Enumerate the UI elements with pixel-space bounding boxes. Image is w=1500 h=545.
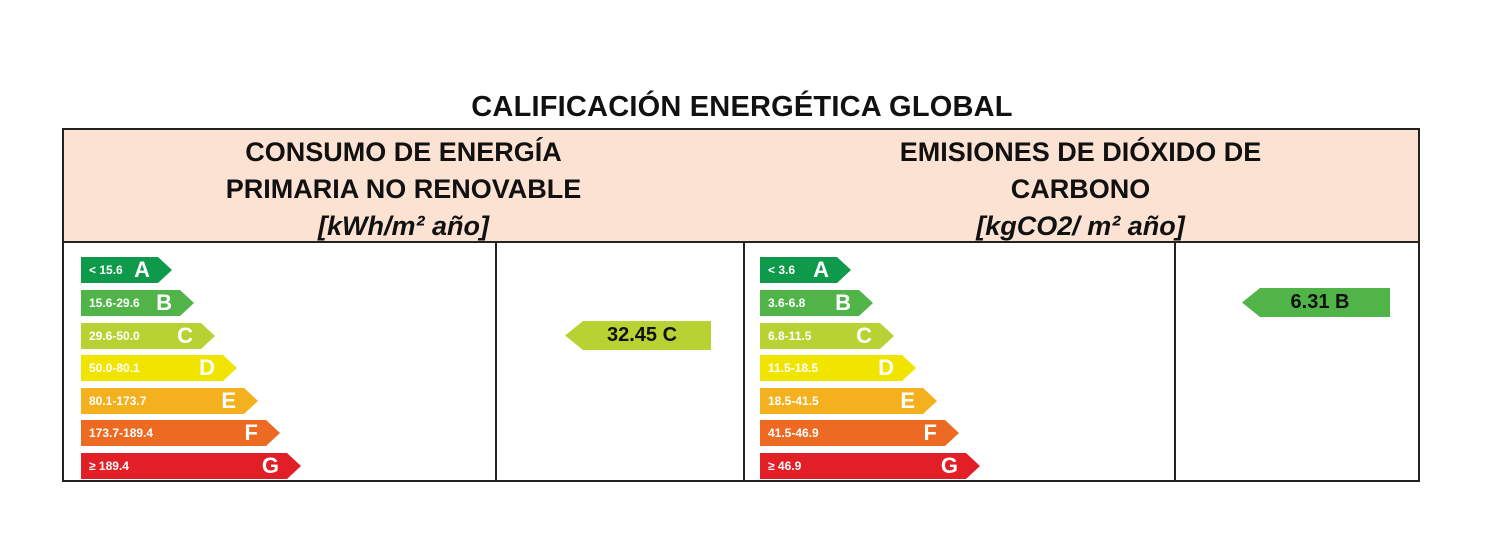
class-range: 41.5-46.9 — [768, 426, 819, 440]
co2-class-bar-g: ≥ 46.9 G — [760, 453, 980, 479]
class-letter: C — [856, 323, 872, 348]
class-letter: G — [940, 453, 958, 478]
class-letter: C — [177, 323, 193, 348]
class-range: 80.1-173.7 — [89, 394, 147, 408]
class-letter: F — [923, 420, 937, 445]
class-letter: A — [813, 257, 829, 282]
energy-rating-area: 32.45 C — [497, 243, 743, 480]
co2-class-bar-a: < 3.6 A — [760, 257, 851, 283]
class-letter: F — [244, 420, 258, 445]
class-range: 29.6-50.0 — [89, 329, 140, 343]
energy-unit: [kWh/m² año] — [318, 211, 489, 241]
page-title: CALIFICACIÓN ENERGÉTICA GLOBAL — [471, 91, 1013, 123]
energy-header-line2: PRIMARIA NO RENOVABLE — [225, 174, 582, 204]
class-range: 173.7-189.4 — [89, 426, 154, 440]
class-range: 6.8-11.5 — [768, 329, 812, 343]
class-range: ≥ 46.9 — [768, 459, 802, 473]
co2-class-bar-d: 11.5-18.5 D — [760, 355, 916, 381]
energy-header-line1: CONSUMO DE ENERGÍA — [245, 137, 562, 167]
co2-class-bar-c: 6.8-11.5 C — [760, 323, 894, 349]
co2-section-header: EMISIONES DE DIÓXIDO DE CARBONO [kgCO2/ … — [743, 130, 1418, 243]
energy-section-header: CONSUMO DE ENERGÍA PRIMARIA NO RENOVABLE… — [64, 130, 743, 243]
class-letter: D — [878, 355, 894, 380]
energy-label-table: CONSUMO DE ENERGÍA PRIMARIA NO RENOVABLE… — [62, 128, 1420, 482]
class-range: 3.6-6.8 — [768, 296, 806, 310]
class-letter: E — [221, 388, 236, 413]
class-letter: D — [199, 355, 215, 380]
energy-class-bar-b: 15.6-29.6 B — [81, 290, 194, 316]
co2-class-scale: < 3.6 A 3.6-6.8 B 6.8-11.5 C 11.5-18.5 D 18.… — [743, 243, 1176, 480]
co2-rating-arrow: 6.31 B — [1242, 288, 1390, 317]
co2-unit: [kgCO2/ m² año] — [976, 211, 1185, 241]
energy-class-bar-e: 80.1-173.7 E — [81, 388, 258, 414]
energy-class-bar-g: ≥ 189.4 G — [81, 453, 301, 479]
class-letter: B — [835, 290, 851, 315]
co2-class-bar-e: 18.5-41.5 E — [760, 388, 937, 414]
class-range: < 15.6 — [89, 263, 123, 277]
energy-class-scale: < 15.6 A 15.6-29.6 B 29.6-50.0 C 50.0-80.1 D… — [64, 243, 497, 480]
energy-class-bar-d: 50.0-80.1 D — [81, 355, 237, 381]
co2-emissions-section: EMISIONES DE DIÓXIDO DE CARBONO [kgCO2/ … — [743, 130, 1418, 480]
class-range: 15.6-29.6 — [89, 296, 140, 310]
class-range: 11.5-18.5 — [768, 361, 819, 375]
energy-class-bar-a: < 15.6 A — [81, 257, 172, 283]
class-letter: E — [900, 388, 915, 413]
class-letter: A — [134, 257, 150, 282]
class-range: < 3.6 — [768, 263, 796, 277]
class-letter: G — [261, 453, 279, 478]
co2-class-bar-b: 3.6-6.8 B — [760, 290, 873, 316]
energy-class-bar-f: 173.7-189.4 F — [81, 420, 280, 446]
class-range: ≥ 189.4 — [89, 459, 129, 473]
co2-header-line1: EMISIONES DE DIÓXIDO DE — [899, 137, 1262, 167]
co2-class-bar-f: 41.5-46.9 F — [760, 420, 959, 446]
energy-rating-arrow: 32.45 C — [565, 321, 711, 350]
co2-header-line2: CARBONO — [1010, 174, 1151, 204]
class-range: 18.5-41.5 — [768, 394, 819, 408]
energy-consumption-section: CONSUMO DE ENERGÍA PRIMARIA NO RENOVABLE… — [64, 130, 745, 480]
co2-rating-area: 6.31 B — [1176, 243, 1418, 480]
class-letter: B — [156, 290, 172, 315]
class-range: 50.0-80.1 — [89, 361, 140, 375]
energy-class-bar-c: 29.6-50.0 C — [81, 323, 215, 349]
